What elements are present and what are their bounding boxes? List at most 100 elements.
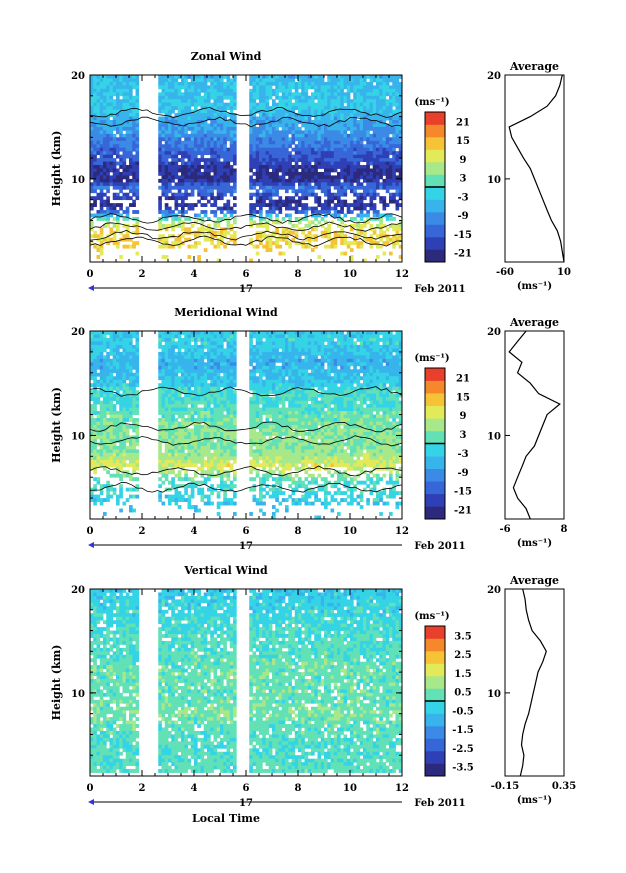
colorbar-tick-label: -9 (457, 468, 468, 479)
colorbar (424, 367, 446, 520)
average-profile: Average 10 20 -0.15 0.35(ms⁻¹) (487, 574, 576, 806)
colorbar-segment (425, 626, 445, 639)
colorbar-tick-label: 15 (456, 392, 470, 403)
y-tick-label: 20 (71, 327, 85, 338)
colorbar-segment (425, 638, 445, 652)
average-frame (504, 330, 565, 520)
colorbar-tick-label: -1.5 (452, 725, 474, 736)
x-tick-label: 0 (87, 526, 94, 537)
date-month-label: Feb 2011 (414, 284, 465, 295)
colorbar-segment (425, 456, 445, 469)
colorbar-tick-label: -3 (457, 192, 468, 203)
colorbar-segment (425, 493, 445, 507)
y-axis-label: Height (km) (50, 387, 63, 463)
y-tick-label: 20 (71, 585, 85, 596)
colorbar-segment (425, 738, 445, 752)
average-line (508, 74, 565, 263)
colorbar-tick-label: 15 (456, 136, 470, 147)
x-tick-label: 12 (395, 783, 409, 794)
contour-line (89, 435, 403, 447)
contour-line (89, 213, 403, 224)
average-profile: Average 10 20 -60 10 (ms⁻¹) (487, 60, 571, 292)
y-tick-label: 10 (71, 431, 85, 442)
contour-line (89, 465, 403, 477)
y-tick-label: 10 (71, 689, 85, 700)
y-tick-label: 10 (71, 175, 85, 186)
colorbar-segment (425, 443, 445, 457)
average-frame (504, 588, 565, 777)
panel-title: Vertical Wind (183, 564, 268, 577)
avg-x-axis-label: (ms⁻¹) (517, 281, 552, 292)
date-axis-arrow (88, 799, 94, 805)
x-tick-label: 12 (395, 526, 409, 537)
heatmap (90, 589, 403, 773)
contour-lines (89, 107, 403, 247)
x-tick-label: 2 (139, 269, 146, 280)
x-tick-label: 10 (343, 783, 357, 794)
panel-1: Zonal Wind 0 2 4 6 8 10 12 10 20 Height (km) 17 Feb … (50, 50, 571, 295)
colorbar-segment (425, 468, 445, 482)
x-tick-label: 0 (87, 269, 94, 280)
x-tick-label: 12 (395, 269, 409, 280)
avg-x-tick-label: -60 (496, 267, 514, 278)
colorbar-segment (425, 701, 445, 714)
x-tick-label: 8 (295, 783, 302, 794)
avg-x-tick-label: 10 (557, 267, 571, 278)
average-line (508, 330, 561, 520)
average-line (519, 588, 547, 777)
x-tick-label: 0 (87, 783, 94, 794)
colorbar-tick-label: -21 (454, 249, 472, 260)
colorbar-tick-label: 1.5 (454, 669, 471, 680)
colorbar-tick-label: -9 (457, 211, 468, 222)
colorbar-segment (425, 393, 445, 407)
colorbar-segment (425, 380, 445, 394)
avg-x-tick-label: -0.15 (491, 781, 520, 792)
contour-line (89, 229, 403, 241)
x-axis-title: Local Time (192, 812, 260, 825)
date-day-label: 17 (239, 798, 253, 809)
avg-y-tick-label: 10 (487, 431, 501, 442)
panel-title: Zonal Wind (191, 50, 262, 63)
colorbar-tick-label: -0.5 (452, 706, 474, 717)
date-axis-arrow (88, 542, 94, 548)
colorbar-tick-label: 9 (460, 411, 467, 422)
colorbar-segment (425, 688, 445, 702)
colorbar (424, 111, 446, 263)
colorbar-tick-label: 3 (460, 174, 467, 185)
contour-line (89, 482, 403, 493)
avg-x-tick-label: 0.35 (552, 781, 576, 792)
x-tick-label: 8 (295, 526, 302, 537)
colorbar-tick-label: 0.5 (454, 688, 471, 699)
x-tick-label: 10 (343, 526, 357, 537)
date-day-label: 17 (239, 541, 253, 552)
colorbar-tick-label: 9 (460, 155, 467, 166)
contour-line (89, 116, 403, 128)
colorbar-segment (425, 124, 445, 138)
colorbar-unit: (ms⁻¹) (414, 353, 449, 364)
x-tick-label: 10 (343, 269, 357, 280)
avg-y-tick-label: 20 (487, 585, 501, 596)
colorbar-tick-label: 21 (456, 373, 470, 384)
x-tick-label: 8 (295, 269, 302, 280)
contour-line (89, 421, 403, 433)
avg-x-axis-label: (ms⁻¹) (517, 538, 552, 549)
date-month-label: Feb 2011 (414, 541, 465, 552)
avg-y-tick-label: 10 (487, 689, 501, 700)
avg-y-tick-label: 10 (487, 175, 501, 186)
average-title: Average (509, 316, 559, 329)
colorbar-tick-label: 3.5 (454, 631, 471, 642)
x-tick-label: 2 (139, 783, 146, 794)
colorbar (424, 625, 446, 777)
colorbar-segment (425, 199, 445, 213)
x-tick-label: 6 (243, 783, 250, 794)
colorbar-segment (425, 224, 445, 238)
colorbar-segment (425, 174, 445, 188)
colorbar-segment (425, 162, 445, 175)
colorbar-segment (425, 418, 445, 432)
x-tick-label: 4 (191, 526, 198, 537)
colorbar-segment (425, 676, 445, 689)
colorbar-segment (425, 112, 445, 125)
contour-line (89, 386, 403, 397)
colorbar-segment (425, 149, 445, 163)
colorbar-segment (425, 137, 445, 150)
